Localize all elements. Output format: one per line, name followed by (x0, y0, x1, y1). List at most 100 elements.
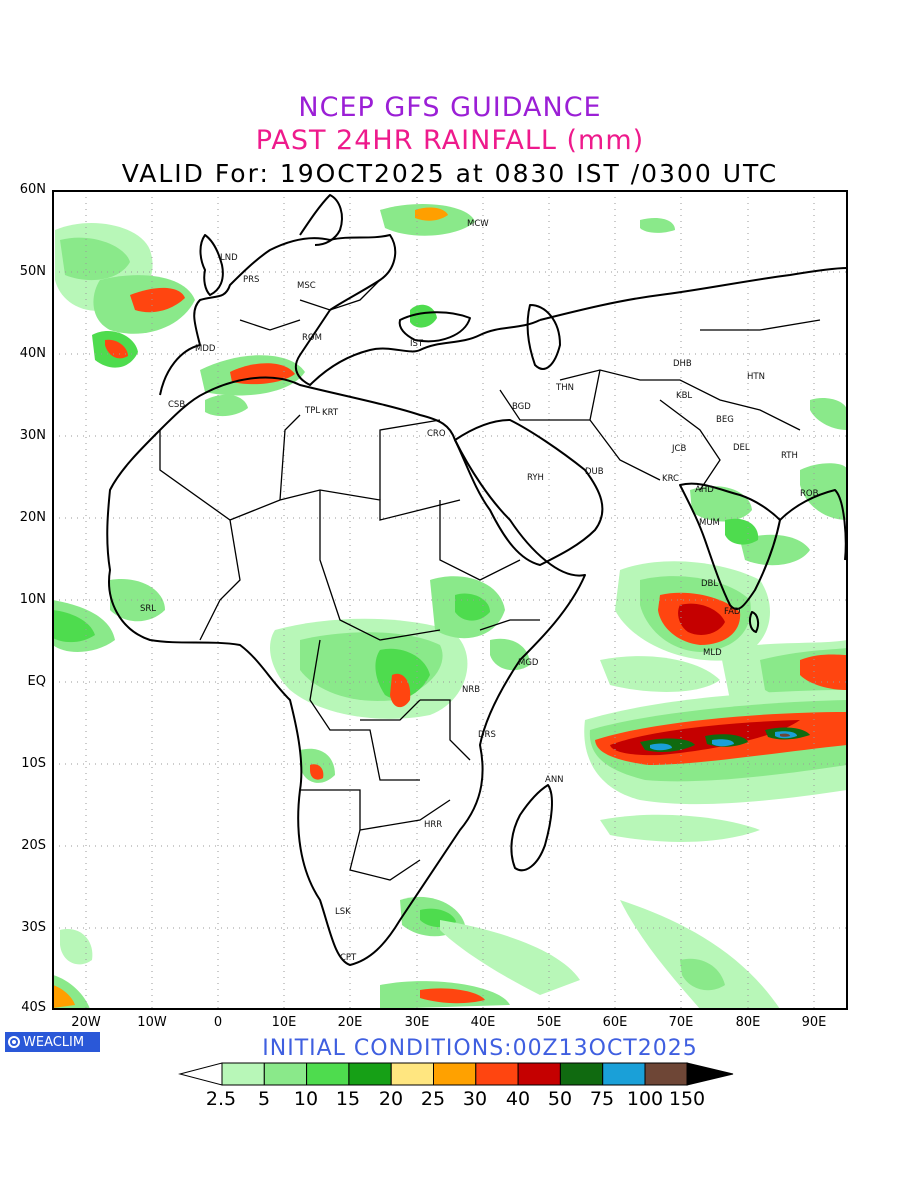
city-label: THN (555, 383, 574, 393)
colorbar-label: 5 (257, 1088, 271, 1110)
city-labels: LND PRS MSC MCW MDD ROM IST CSB TPL KRT … (140, 219, 819, 963)
colorbar-box (644, 1062, 688, 1086)
colorbar-box (517, 1062, 561, 1086)
asia-coast (539, 267, 847, 321)
lat-label: 40S (21, 1000, 46, 1015)
lon-label: 30E (404, 1015, 430, 1030)
city-label: DRS (478, 730, 496, 740)
lat-label: 50N (19, 264, 46, 279)
city-label: MDD (195, 344, 216, 354)
colorbar-label: 2.5 (205, 1088, 237, 1110)
colorbar-label: 75 (589, 1088, 615, 1110)
rain-field (53, 203, 847, 1009)
colorbar-label: 25 (420, 1088, 446, 1110)
lon-label: 10W (137, 1015, 167, 1030)
lon-label: 20E (337, 1015, 363, 1030)
city-label: BEG (716, 415, 734, 425)
lat-label: 20N (19, 510, 46, 525)
lat-label: 60N (19, 182, 46, 197)
city-label: FAD (724, 607, 741, 617)
colorbar-label: 30 (462, 1088, 488, 1110)
initial-conditions: INITIAL CONDITIONS:00Z13OCT2025 (262, 1036, 698, 1061)
city-label: MGD (518, 658, 539, 668)
city-label: SRL (140, 604, 156, 614)
madagascar-coast (510, 784, 553, 872)
lat-label: 30N (19, 428, 46, 443)
colorbar-low-arrow (178, 1062, 223, 1086)
colorbar-box (602, 1062, 646, 1086)
city-label: TPL (304, 406, 320, 416)
lon-label: 90E (801, 1015, 827, 1030)
city-label: JCB (671, 444, 686, 454)
colorbar-box (306, 1062, 350, 1086)
city-label: MUM (699, 518, 720, 528)
city-label: BGD (512, 402, 531, 412)
title-valid-time: VALID For: 19OCT2025 at 0830 IST /0300 U… (121, 159, 779, 188)
colorbar-box (433, 1062, 477, 1086)
colorbar-label: 40 (505, 1088, 531, 1110)
colorbar-box (475, 1062, 519, 1086)
city-label: LSK (335, 907, 351, 917)
colorbar-label: 15 (335, 1088, 361, 1110)
bay-bengal-coast (779, 489, 847, 561)
lat-label: EQ (27, 674, 46, 689)
colorbar-high-arrow (686, 1062, 734, 1086)
blacksea-coast (398, 311, 471, 343)
city-label: MSC (297, 281, 316, 291)
city-label: DEL (733, 443, 750, 453)
caspian-coast (526, 304, 561, 370)
colorbar-box (221, 1062, 265, 1086)
coastlines (106, 194, 847, 966)
lat-label: 10N (19, 592, 46, 607)
colorbar-box (348, 1062, 392, 1086)
city-label: CSB (168, 400, 185, 410)
city-label: CPT (340, 953, 357, 963)
city-label: ANN (545, 775, 564, 785)
city-label: LND (220, 253, 238, 263)
lon-label: 0 (213, 1015, 223, 1030)
lon-label: 60E (602, 1015, 628, 1030)
city-label: HTN (747, 372, 765, 382)
map-frame (52, 190, 848, 1010)
weaclim-logo: WEACLIM (5, 1032, 100, 1052)
title-variable: PAST 24HR RAINFALL (mm) (255, 125, 645, 156)
city-label: KRC (662, 474, 679, 484)
colorbar-label: 50 (547, 1088, 573, 1110)
city-label: AHD (695, 485, 714, 495)
colorbar-label: 20 (378, 1088, 404, 1110)
srilanka-coast (748, 611, 760, 633)
colorbar-box (390, 1062, 435, 1086)
lon-label: 70E (668, 1015, 694, 1030)
lon-label: 50E (536, 1015, 562, 1030)
lat-label: 30S (21, 920, 46, 935)
lat-label: 10S (21, 756, 46, 771)
city-label: IST (410, 339, 424, 349)
country-borders (159, 279, 821, 881)
colorbar-box (263, 1062, 308, 1086)
lon-label: 20W (71, 1015, 101, 1030)
city-label: DBL (701, 579, 718, 589)
colorbar-label: 10 (293, 1088, 319, 1110)
colorbar-label: 100 (626, 1088, 664, 1110)
lon-label: 10E (271, 1015, 297, 1030)
lon-label: 40E (470, 1015, 496, 1030)
logo-text: WEACLIM (23, 1034, 85, 1050)
city-label: ROB (800, 489, 819, 499)
city-label: CRO (427, 429, 446, 439)
city-label: KRT (322, 408, 339, 418)
lat-label: 20S (21, 838, 46, 853)
lat-label: 40N (19, 346, 46, 361)
colorbar-label: 150 (668, 1088, 706, 1110)
india-coast (679, 482, 781, 610)
city-label: RYH (527, 473, 544, 483)
city-label: MCW (467, 219, 489, 229)
logo-icon (8, 1036, 20, 1048)
scandinavia-coast (299, 194, 343, 246)
city-label: DHB (673, 359, 692, 369)
city-label: MLD (703, 648, 722, 658)
britain-coast (199, 234, 224, 296)
city-label: PRS (243, 275, 259, 285)
city-label: RTH (781, 451, 798, 461)
city-label: NRB (462, 685, 480, 695)
